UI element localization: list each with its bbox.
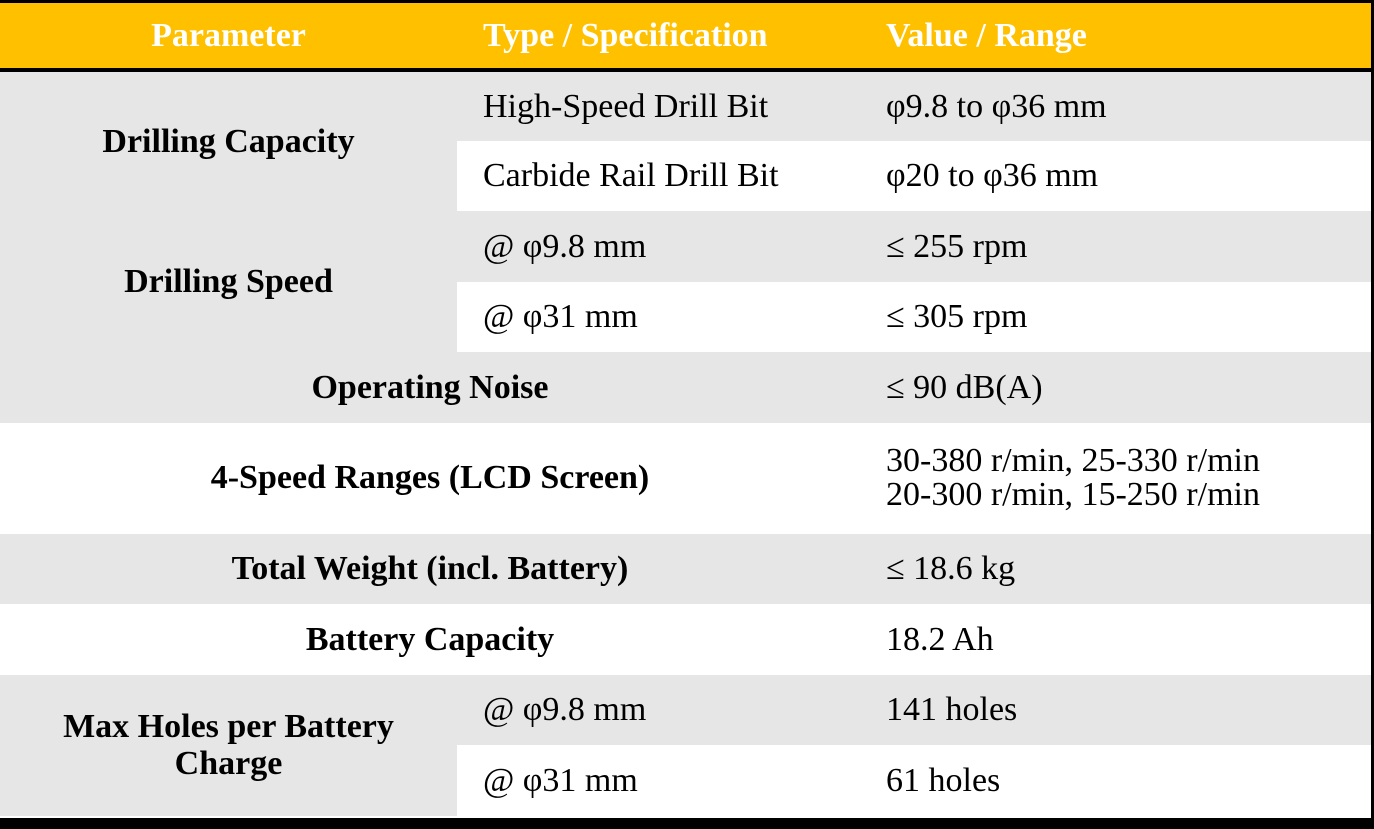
param-total-weight: Total Weight (incl. Battery) — [0, 533, 860, 604]
value-line: 20-300 r/min, 15-250 r/min — [886, 476, 1260, 513]
param-drilling-capacity: Drilling Capacity — [0, 70, 457, 211]
value-cell: 141 holes — [860, 674, 1371, 745]
spec-cell: @ φ9.8 mm — [457, 211, 860, 282]
spec-cell: @ φ31 mm — [457, 281, 860, 352]
value-cell: ≤ 255 rpm — [860, 211, 1371, 282]
table-row: Drilling Speed @ φ9.8 mm ≤ 255 rpm — [0, 211, 1371, 352]
header-spec: Type / Specification — [457, 3, 860, 72]
spec-cell: @ φ31 mm — [457, 745, 860, 816]
spec-cell: @ φ9.8 mm — [457, 674, 860, 745]
table-body: Drilling Capacity High-Speed Drill Bit φ… — [0, 70, 1371, 816]
param-line: Charge — [174, 745, 283, 782]
value-cell: 30-380 r/min, 25-330 r/min 20-300 r/min,… — [860, 422, 1371, 534]
spec-cell: Carbide Rail Drill Bit — [457, 140, 860, 211]
param-max-holes: Max Holes per Battery Charge — [0, 674, 457, 816]
param-speed-ranges: 4-Speed Ranges (LCD Screen) — [0, 422, 860, 534]
table-row: Battery Capacity 18.2 Ah — [0, 604, 1371, 675]
table-row: Max Holes per Battery Charge @ φ9.8 mm 1… — [0, 674, 1371, 816]
value-cell: φ20 to φ36 mm — [860, 140, 1371, 211]
param-line: Max Holes per Battery — [63, 707, 394, 745]
value-cell: φ9.8 to φ36 mm — [860, 70, 1371, 141]
value-line: 30-380 r/min, 25-330 r/min — [886, 442, 1260, 479]
table-header: Parameter Type / Specification Value / R… — [0, 3, 1371, 72]
table-row: Carbide Rail Drill Bit φ20 to φ36 mm — [0, 140, 1371, 211]
spec-table-container: Parameter Type / Specification Value / R… — [0, 3, 1371, 818]
param-battery-capacity: Battery Capacity — [0, 604, 860, 675]
value-cell: 61 holes — [860, 745, 1371, 816]
value-cell: ≤ 90 dB(A) — [860, 352, 1371, 423]
header-row: Parameter Type / Specification Value / R… — [0, 3, 1371, 72]
table-row: 4-Speed Ranges (LCD Screen) 30-380 r/min… — [0, 422, 1371, 534]
param-operating-noise: Operating Noise — [0, 352, 860, 423]
spec-table: Parameter Type / Specification Value / R… — [0, 3, 1371, 816]
value-cell: 18.2 Ah — [860, 604, 1371, 675]
header-parameter: Parameter — [0, 3, 457, 72]
param-drilling-speed: Drilling Speed — [0, 211, 457, 352]
table-row: Total Weight (incl. Battery) ≤ 18.6 kg — [0, 533, 1371, 604]
table-row: Operating Noise ≤ 90 dB(A) — [0, 352, 1371, 423]
value-cell: ≤ 305 rpm — [860, 281, 1371, 352]
spec-cell: High-Speed Drill Bit — [457, 70, 860, 141]
header-value: Value / Range — [860, 3, 1371, 72]
value-cell: ≤ 18.6 kg — [860, 533, 1371, 604]
table-row: Drilling Capacity High-Speed Drill Bit φ… — [0, 70, 1371, 211]
